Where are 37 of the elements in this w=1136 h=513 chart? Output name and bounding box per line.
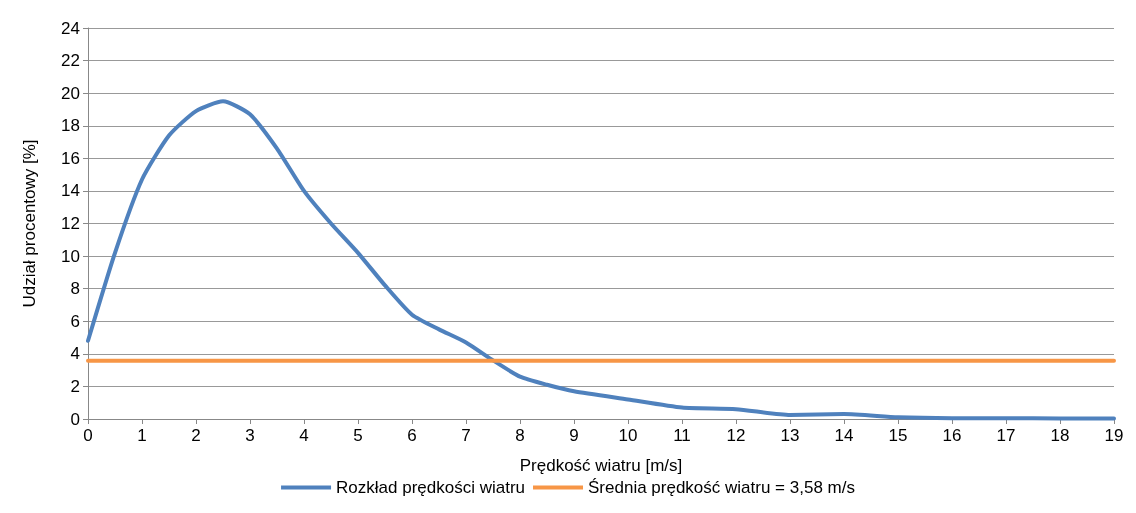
y-tick-label: 16	[61, 148, 80, 168]
y-tick-label: 18	[61, 116, 80, 136]
y-tick-label: 0	[70, 409, 80, 429]
y-tick-label: 4	[70, 344, 80, 364]
x-tick-label: 4	[299, 426, 309, 445]
y-tick-label: 2	[70, 376, 80, 396]
x-tick-label: 13	[780, 426, 800, 445]
legend-label: Rozkład prędkości wiatru	[336, 478, 526, 497]
x-tick-label: 7	[461, 426, 471, 445]
y-tick-label: 22	[61, 51, 80, 71]
x-tick-label: 18	[1050, 426, 1070, 445]
y-tick-label: 6	[70, 311, 80, 331]
x-tick-label: 6	[407, 426, 417, 445]
x-tick-label: 1	[137, 426, 147, 445]
x-tick-label: 3	[245, 426, 255, 445]
y-tick-label: 8	[70, 279, 80, 299]
y-tick-label: 20	[61, 83, 80, 103]
legend-label: Średnia prędkość wiatru = 3,58 m/s	[588, 478, 855, 497]
x-tick-label: 2	[191, 426, 201, 445]
y-tick-label: 24	[61, 18, 80, 38]
x-tick-label: 5	[353, 426, 363, 445]
x-tick-label: 19	[1104, 426, 1124, 445]
x-tick-label: 0	[83, 426, 93, 445]
y-tick-label: 12	[61, 214, 80, 233]
x-tick-label: 15	[888, 426, 908, 445]
y-tick-label: 10	[61, 246, 80, 266]
x-tick-label: 14	[834, 426, 854, 445]
x-tick-label: 11	[673, 426, 691, 445]
x-tick-label: 9	[569, 426, 579, 445]
x-tick-label: 12	[726, 426, 746, 445]
x-tick-label: 16	[942, 426, 962, 445]
x-axis-title: Prędkość wiatru [m/s]	[519, 456, 683, 475]
y-tick-label: 14	[61, 181, 80, 201]
x-tick-label: 10	[618, 426, 638, 445]
y-axis-title: Udział procentowy [%]	[20, 139, 39, 308]
x-tick-label: 8	[515, 426, 525, 445]
x-tick-label: 17	[996, 426, 1016, 445]
